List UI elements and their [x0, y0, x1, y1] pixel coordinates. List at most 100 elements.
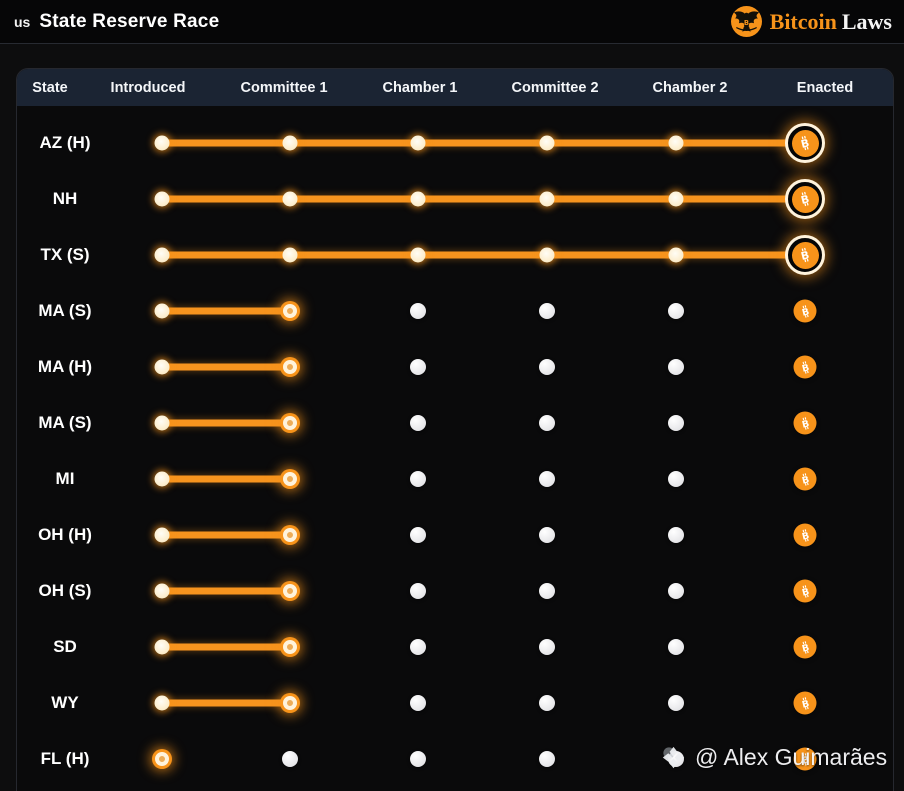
state-row: MA (S) B	[17, 395, 893, 451]
stage-dot-pending	[539, 751, 555, 767]
stage-dot-passed	[539, 191, 555, 207]
svg-text:B: B	[800, 306, 810, 318]
state-row: OH (S) B	[17, 563, 893, 619]
enacted-pending-bitcoin-icon: B	[793, 411, 817, 435]
rows: AZ (H) B NH B TX (S) B MA (S) B MA (H) B MA (S) B MI…	[17, 115, 893, 787]
svg-text:B: B	[800, 136, 811, 151]
stage-dot-passed	[154, 583, 170, 599]
stage-dot-pending	[539, 527, 555, 543]
stage-dot-pending	[668, 527, 684, 543]
brand-name: Bitcoin Laws	[770, 9, 892, 35]
current-stage-marker	[283, 304, 297, 318]
enacted-pending-bitcoin-icon: B	[793, 579, 817, 603]
enacted-bitcoin-icon: B	[785, 235, 825, 275]
state-row: MA (S) B	[17, 283, 893, 339]
state-label: OH (H)	[38, 525, 92, 544]
state-row: WY B	[17, 675, 893, 731]
svg-text:B: B	[800, 642, 810, 654]
title-group: us State Reserve Race	[14, 11, 219, 33]
stage-dot-passed	[410, 247, 426, 263]
bitcoin-coin-icon: B	[791, 185, 819, 213]
state-row: MI B	[17, 451, 893, 507]
svg-text:B: B	[800, 698, 810, 710]
stage-dot-passed	[539, 247, 555, 263]
enacted-pending-bitcoin-icon: B	[793, 747, 817, 771]
table-header: State Introduced Committee 1 Chamber 1 C…	[17, 69, 893, 106]
stage-dot-pending	[410, 303, 426, 319]
column-header-committee-1: Committee 1	[240, 79, 328, 96]
stage-dot-passed	[154, 695, 170, 711]
state-row: OH (H) B	[17, 507, 893, 563]
progress-line	[162, 643, 290, 651]
progress-line	[162, 699, 290, 707]
diamond-facets-icon	[660, 744, 687, 771]
stage-dot-passed	[154, 247, 170, 263]
stage-dot-pending	[539, 583, 555, 599]
svg-text:B: B	[800, 362, 810, 374]
current-stage-marker	[283, 640, 297, 654]
stage-dot-passed	[668, 191, 684, 207]
state-row: MA (H) B	[17, 339, 893, 395]
progress-line	[162, 363, 290, 371]
stage-dot-pending	[668, 471, 684, 487]
stage-dot-passed	[154, 415, 170, 431]
stage-dot-passed	[154, 303, 170, 319]
column-header-enacted: Enacted	[796, 79, 854, 96]
state-row: NH B	[17, 171, 893, 227]
current-stage-marker	[283, 472, 297, 486]
stage-dot-passed	[410, 135, 426, 151]
stage-dot-pending	[410, 639, 426, 655]
state-label: AZ (H)	[39, 133, 91, 152]
svg-text:B: B	[800, 192, 811, 207]
stage-dot-passed	[668, 247, 684, 263]
enacted-bitcoin-icon: B	[785, 179, 825, 219]
current-stage-marker	[283, 584, 297, 598]
stage-dot-pending	[410, 527, 426, 543]
bitcoin-laws-brand-link[interactable]: B Bitcoin Laws	[730, 6, 892, 37]
progress-line	[162, 419, 290, 427]
progress-line	[162, 195, 805, 203]
current-stage-marker	[283, 416, 297, 430]
svg-text:B: B	[800, 754, 810, 766]
state-label: NH	[52, 189, 78, 208]
stage-dot-pending	[410, 415, 426, 431]
svg-text:B: B	[800, 586, 810, 598]
progress-line	[162, 587, 290, 595]
stage-dot-passed	[668, 135, 684, 151]
state-label: WY	[51, 693, 79, 712]
stage-dot-pending	[282, 751, 298, 767]
column-header-state: State	[32, 79, 68, 96]
page-title: State Reserve Race	[39, 10, 220, 32]
bitcoin-coin-icon: B	[791, 129, 819, 157]
stage-dot-pending	[539, 359, 555, 375]
svg-text:B: B	[800, 474, 810, 486]
stage-dot-pending	[668, 359, 684, 375]
stage-dot-pending	[410, 695, 426, 711]
stage-dot-pending	[410, 751, 426, 767]
column-header-chamber-2: Chamber 2	[652, 79, 728, 96]
enacted-pending-bitcoin-icon: B	[793, 523, 817, 547]
stage-dot-pending	[410, 471, 426, 487]
progress-line	[162, 139, 805, 147]
stage-dot-pending	[539, 471, 555, 487]
stage-dot-passed	[282, 135, 298, 151]
state-row: SD B	[17, 619, 893, 675]
progress-line	[162, 251, 805, 259]
state-label: SD	[53, 637, 77, 656]
stage-dot-passed	[539, 135, 555, 151]
watermark: @ Alex Guimarães	[660, 744, 887, 771]
progress-line	[162, 531, 290, 539]
stage-dot-passed	[154, 135, 170, 151]
brand-word-bitcoin: Bitcoin	[769, 8, 837, 34]
bitcoin-laws-logo-icon: B	[730, 6, 762, 37]
svg-text:B: B	[744, 19, 749, 27]
enacted-bitcoin-icon: B	[785, 123, 825, 163]
state-label: MA (H)	[37, 357, 93, 376]
column-header-introduced: Introduced	[110, 79, 186, 96]
svg-text:B: B	[800, 530, 810, 542]
current-stage-marker	[283, 528, 297, 542]
svg-text:B: B	[800, 418, 810, 430]
current-stage-marker	[155, 752, 169, 766]
stage-dot-passed	[154, 359, 170, 375]
state-label: MI	[55, 469, 75, 488]
